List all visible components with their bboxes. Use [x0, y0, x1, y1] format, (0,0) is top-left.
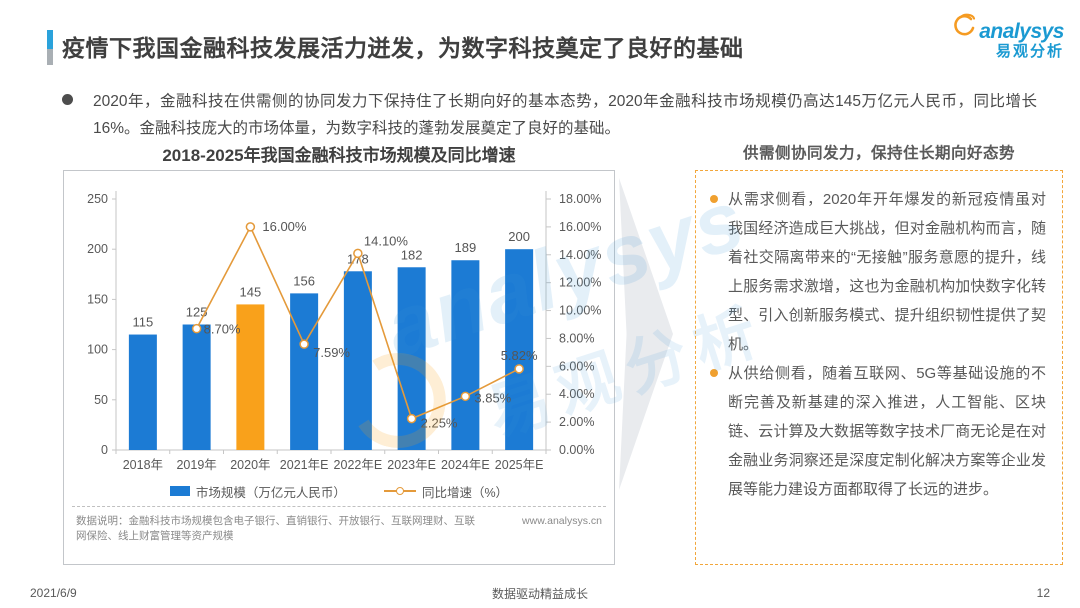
svg-text:100: 100 — [87, 343, 108, 357]
svg-text:250: 250 — [87, 192, 108, 206]
svg-text:8.00%: 8.00% — [559, 331, 594, 345]
legend-item-line: 同比增速（%） — [383, 482, 509, 501]
svg-text:10.00%: 10.00% — [559, 304, 601, 318]
svg-text:4.00%: 4.00% — [559, 387, 594, 401]
svg-text:2022年E: 2022年E — [334, 458, 383, 471]
chart-legend: 市场规模（万亿元人民币） 同比增速（%） — [64, 476, 614, 506]
bullet-dot-icon — [62, 94, 73, 105]
svg-text:200: 200 — [508, 229, 530, 244]
svg-text:125: 125 — [186, 305, 208, 320]
svg-text:189: 189 — [455, 240, 477, 255]
svg-text:156: 156 — [293, 273, 315, 288]
svg-text:2020年: 2020年 — [230, 458, 270, 471]
svg-text:2018年: 2018年 — [123, 458, 163, 471]
svg-text:12.00%: 12.00% — [559, 276, 601, 290]
svg-text:115: 115 — [133, 315, 154, 330]
insight-text: 从供给侧看，随着互联网、5G等基础设施的不断完善及新基建的深入推进，人工智能、区… — [728, 365, 1046, 498]
svg-text:8.70%: 8.70% — [204, 322, 241, 337]
legend-bar-label: 市场规模（万亿元人民币） — [195, 485, 346, 500]
svg-text:14.00%: 14.00% — [559, 248, 601, 262]
svg-text:2024年E: 2024年E — [441, 458, 490, 471]
source-url: www.analysys.cn — [522, 515, 602, 527]
insight-item: 从需求侧看，2020年开年爆发的新冠疫情虽对我国经济造成巨大挑战，但对金融机构而… — [710, 185, 1046, 359]
svg-text:0.00%: 0.00% — [559, 443, 594, 457]
svg-text:2025年E: 2025年E — [495, 458, 544, 471]
summary-text: 2020年，金融科技在供需侧的协同发力下保持住了长期向好的基本态势，2020年金… — [93, 93, 1037, 137]
svg-text:14.10%: 14.10% — [364, 233, 409, 248]
svg-text:150: 150 — [87, 292, 108, 306]
title-accent-bar — [47, 30, 53, 65]
svg-text:6.00%: 6.00% — [559, 359, 594, 373]
summary-bullet: 2020年，金融科技在供需侧的协同发力下保持住了长期向好的基本态势，2020年金… — [62, 88, 1037, 142]
orange-bullet-icon — [710, 369, 718, 377]
svg-text:16.00%: 16.00% — [559, 220, 601, 234]
bar-series-swatch-icon — [169, 486, 190, 496]
footer-date: 2021/6/9 — [30, 586, 77, 600]
footer-slogan: 数据驱动精益成长 — [491, 586, 588, 601]
right-arrow-icon — [619, 178, 673, 490]
data-note: 数据说明：金融科技市场规模包含电子银行、直销银行、开放银行、互联网理财、互联网保… — [76, 515, 475, 542]
svg-text:145: 145 — [240, 284, 262, 299]
chart-title: 2018-2025年我国金融科技市场规模及同比增速 — [162, 146, 516, 165]
svg-text:5.82%: 5.82% — [501, 348, 538, 363]
svg-text:2.25%: 2.25% — [421, 416, 458, 431]
chart-note-row: 数据说明：金融科技市场规模包含电子银行、直销银行、开放银行、互联网理财、互联网保… — [72, 506, 606, 544]
svg-text:7.59%: 7.59% — [313, 345, 350, 360]
svg-text:200: 200 — [87, 242, 108, 256]
legend-line-label: 同比增速（%） — [421, 485, 509, 500]
logo-brand-cn: 易观分析 — [995, 43, 1064, 60]
insight-panel: 从需求侧看，2020年开年爆发的新冠疫情虽对我国经济造成巨大挑战，但对金融机构而… — [695, 170, 1063, 565]
insight-text: 从需求侧看，2020年开年爆发的新冠疫情虽对我国经济造成巨大挑战，但对金融机构而… — [728, 191, 1046, 353]
logo-swirl-icon — [949, 12, 979, 42]
brand-logo: analysys 易观分析 — [944, 12, 1064, 59]
svg-text:2023年E: 2023年E — [387, 458, 436, 471]
page-number: 12 — [1036, 586, 1050, 600]
svg-text:50: 50 — [94, 393, 108, 407]
line-series-swatch-icon — [383, 487, 416, 495]
svg-text:0: 0 — [101, 443, 108, 457]
orange-bullet-icon — [710, 195, 718, 203]
chart-container: 0 50 100 150 200 250 0.00% 2.00% 4.00% 6.00% 8.00%… — [63, 170, 615, 565]
legend-item-bars: 市场规模（万亿元人民币） — [169, 482, 346, 501]
svg-text:2.00%: 2.00% — [559, 415, 594, 429]
insight-list: 从需求侧看，2020年开年爆发的新冠疫情虽对我国经济造成巨大挑战，但对金融机构而… — [710, 185, 1046, 504]
combo-chart: 0 50 100 150 200 250 0.00% 2.00% 4.00% 6.00% 8.00%… — [87, 191, 601, 472]
footer: 2021/6/9 数据驱动精益成长 12 — [0, 586, 1080, 601]
svg-text:2021年E: 2021年E — [280, 458, 329, 471]
logo-brand-text: analysys — [979, 20, 1064, 43]
svg-text:2019年: 2019年 — [176, 458, 216, 471]
panel-header: 供需侧协同发力，保持住长期向好态势 — [742, 145, 1015, 162]
page-title: 疫情下我国金融科技发展活力迸发，为数字科技奠定了良好的基础 — [62, 35, 744, 61]
svg-text:18.00%: 18.00% — [559, 192, 601, 206]
insight-item: 从供给侧看，随着互联网、5G等基础设施的不断完善及新基建的深入推进，人工智能、区… — [710, 359, 1046, 504]
svg-text:16.00%: 16.00% — [262, 219, 307, 234]
svg-text:182: 182 — [401, 247, 423, 262]
svg-text:3.85%: 3.85% — [474, 390, 511, 405]
